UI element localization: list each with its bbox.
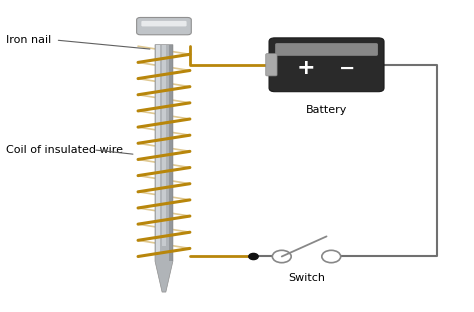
Text: −: −: [339, 59, 356, 78]
Circle shape: [273, 250, 291, 263]
Circle shape: [322, 250, 341, 263]
Text: Battery: Battery: [306, 105, 347, 115]
Polygon shape: [155, 45, 173, 292]
Text: Coil of insulated wire: Coil of insulated wire: [6, 145, 123, 155]
FancyBboxPatch shape: [141, 21, 187, 27]
Text: Switch: Switch: [288, 273, 325, 283]
Polygon shape: [162, 45, 166, 246]
Polygon shape: [156, 45, 160, 252]
FancyBboxPatch shape: [275, 43, 378, 56]
FancyBboxPatch shape: [266, 54, 277, 76]
Polygon shape: [169, 45, 173, 261]
FancyBboxPatch shape: [269, 38, 384, 92]
Text: Iron nail: Iron nail: [6, 35, 51, 45]
Circle shape: [249, 253, 258, 260]
Text: +: +: [296, 58, 315, 79]
FancyBboxPatch shape: [137, 17, 191, 35]
